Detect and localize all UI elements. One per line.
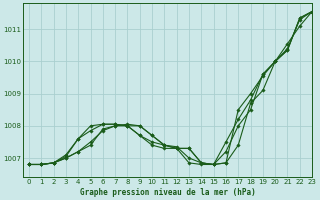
X-axis label: Graphe pression niveau de la mer (hPa): Graphe pression niveau de la mer (hPa) (80, 188, 255, 197)
